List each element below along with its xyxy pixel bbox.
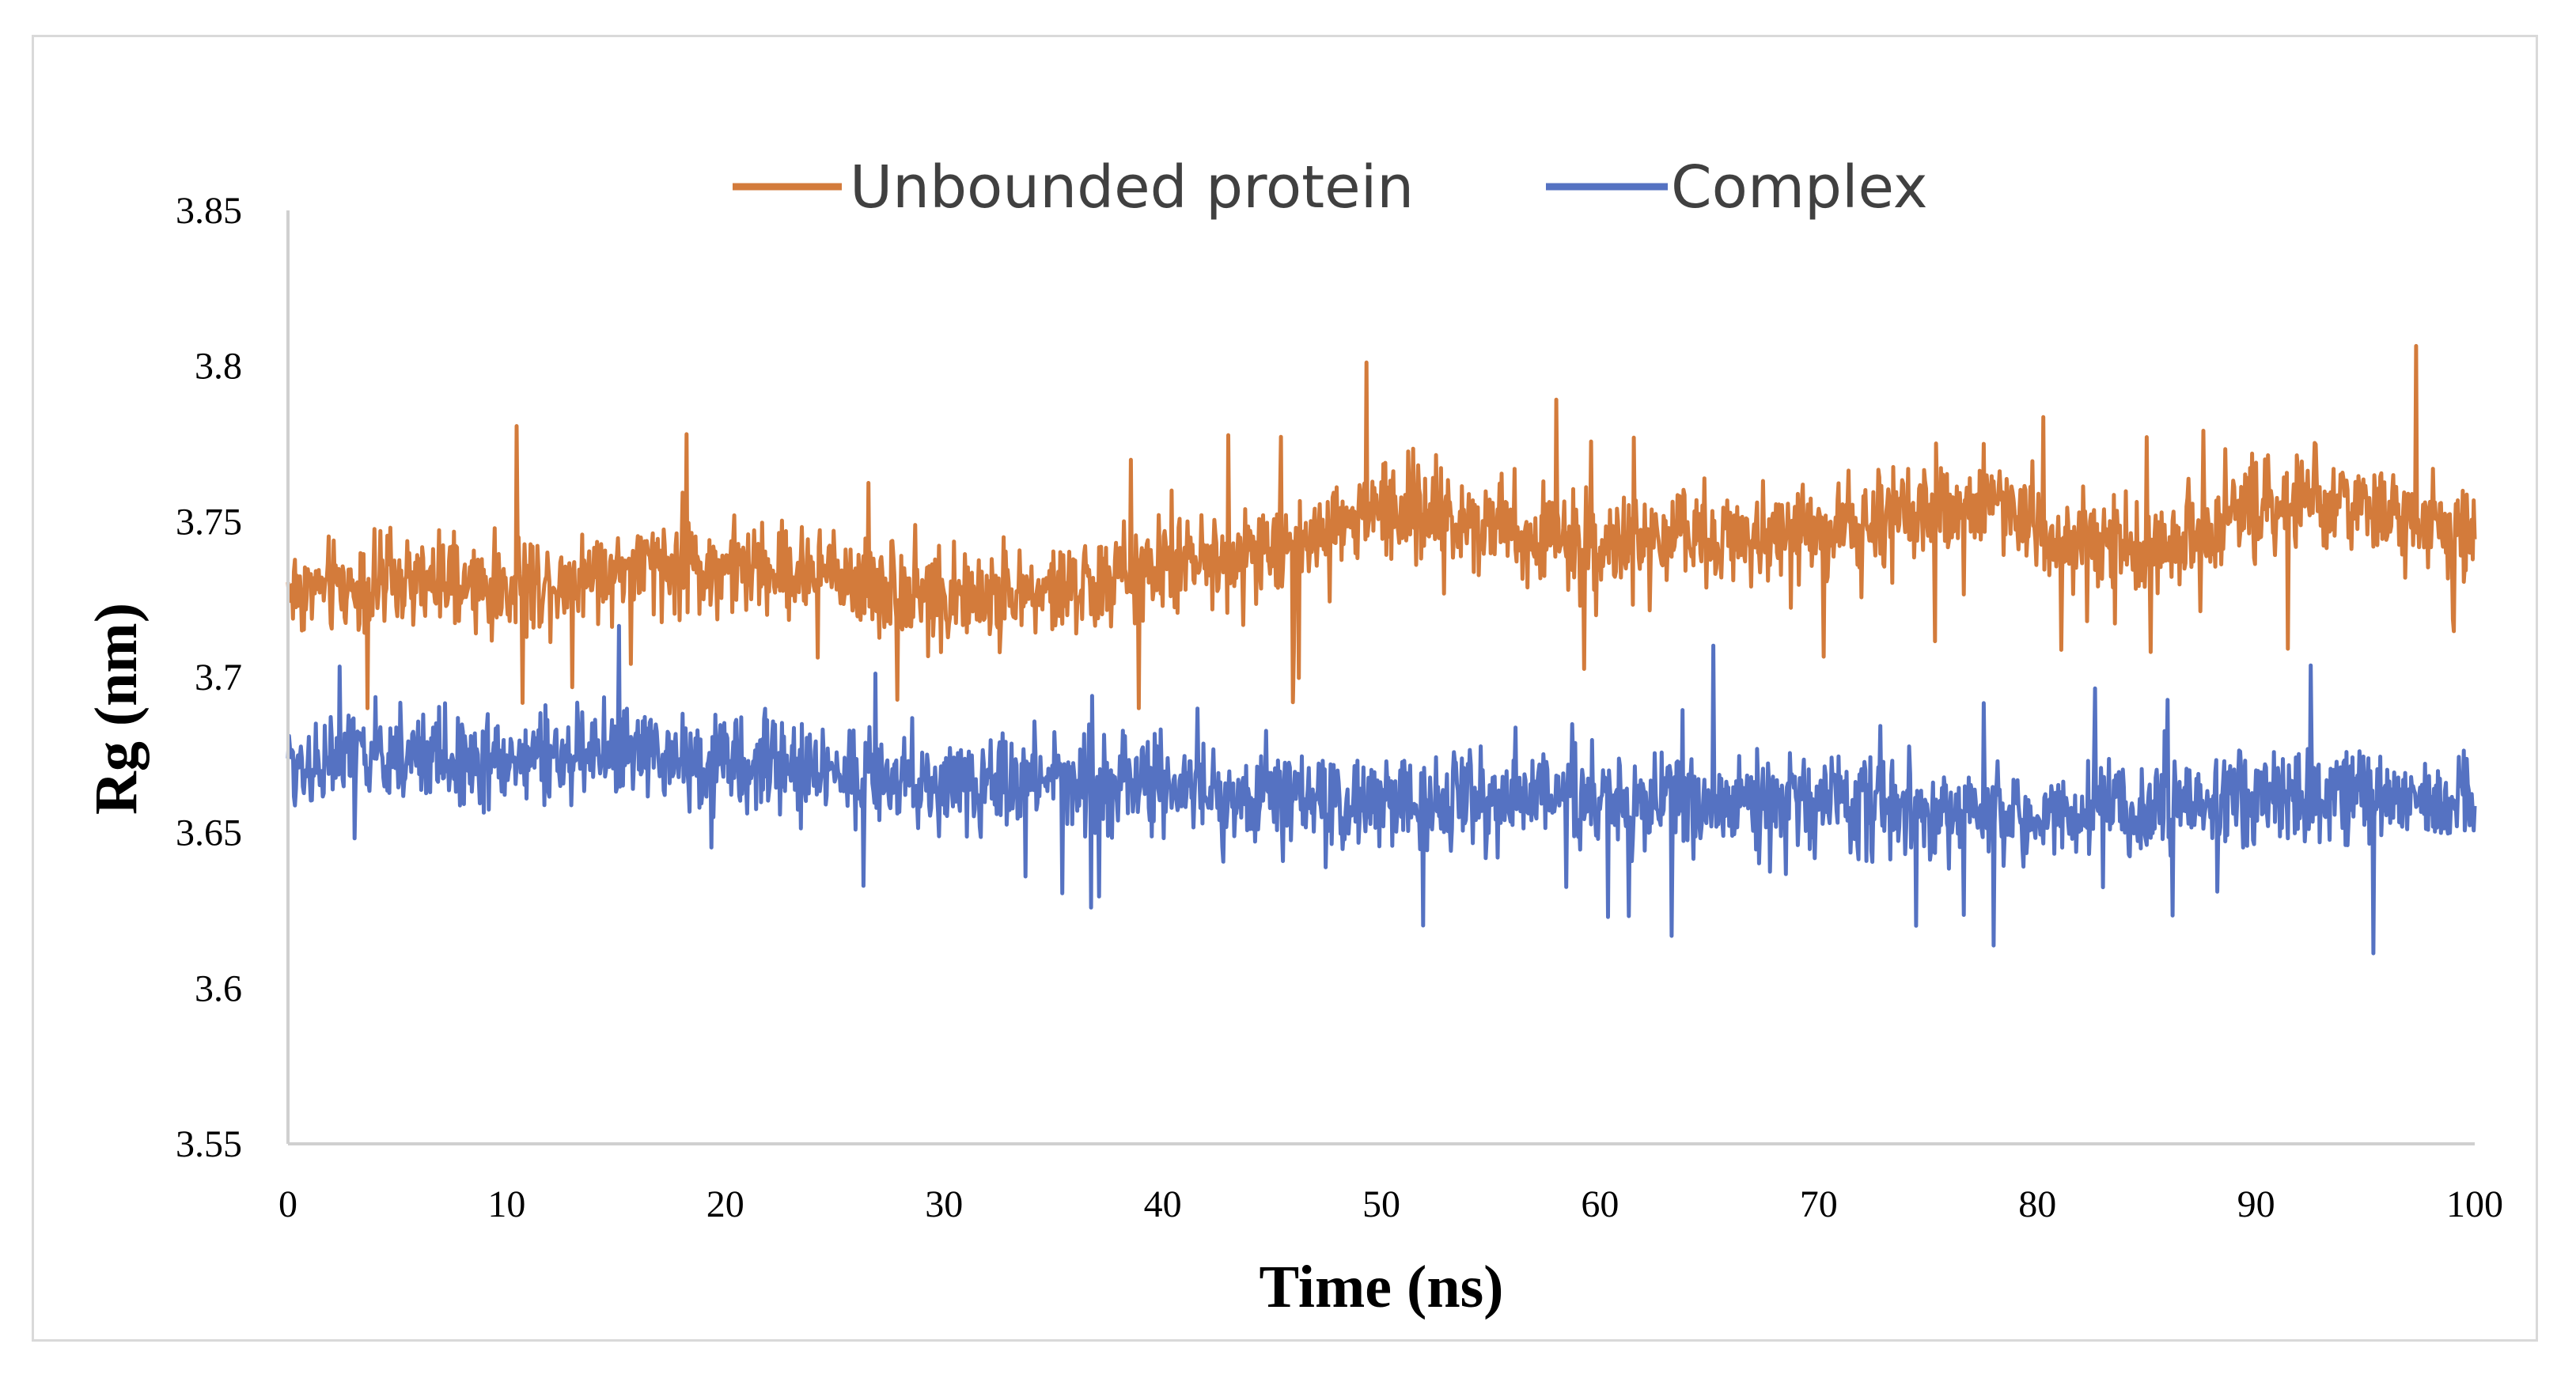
x-tick-label: 20: [707, 1183, 744, 1225]
legend: Unbounded protein Complex: [733, 153, 1928, 221]
x-tick-label: 80: [2018, 1183, 2056, 1225]
y-tick-label: 3.6: [195, 967, 242, 1009]
series-line-complex: [286, 623, 2477, 956]
legend-label-complex: Complex: [1671, 153, 1928, 221]
plot-area: [286, 343, 2477, 956]
x-tick-label: 90: [2237, 1183, 2275, 1225]
y-tick-label: 3.8: [195, 346, 242, 388]
x-tick-label: 60: [1581, 1183, 1619, 1225]
x-tick-label: 50: [1362, 1183, 1400, 1225]
y-tick-label: 3.85: [176, 190, 242, 232]
y-axis-title: Rg (nm): [83, 603, 150, 815]
x-tick-label: 10: [487, 1183, 525, 1225]
x-axis-title: Time (ns): [1260, 1254, 1504, 1320]
y-tick-label: 3.55: [176, 1123, 242, 1165]
y-tick-labels: 3.55 3.6 3.65 3.7 3.75 3.8 3.85: [176, 190, 242, 1165]
x-tick-label: 0: [278, 1183, 297, 1225]
y-tick-label: 3.75: [176, 501, 242, 543]
legend-label-unbounded-protein: Unbounded protein: [850, 153, 1414, 221]
x-tick-label: 100: [2446, 1183, 2503, 1225]
series-line-unbounded-protein: [286, 343, 2477, 710]
x-tick-label: 70: [1800, 1183, 1838, 1225]
x-tick-label: 30: [925, 1183, 963, 1225]
y-tick-label: 3.7: [195, 657, 242, 698]
chart-frame: [32, 35, 2538, 1342]
x-tick-labels: 0 10 20 30 40 50 60 70 80 90 100: [278, 1183, 2503, 1225]
y-tick-label: 3.65: [176, 812, 242, 854]
x-tick-label: 40: [1144, 1183, 1182, 1225]
